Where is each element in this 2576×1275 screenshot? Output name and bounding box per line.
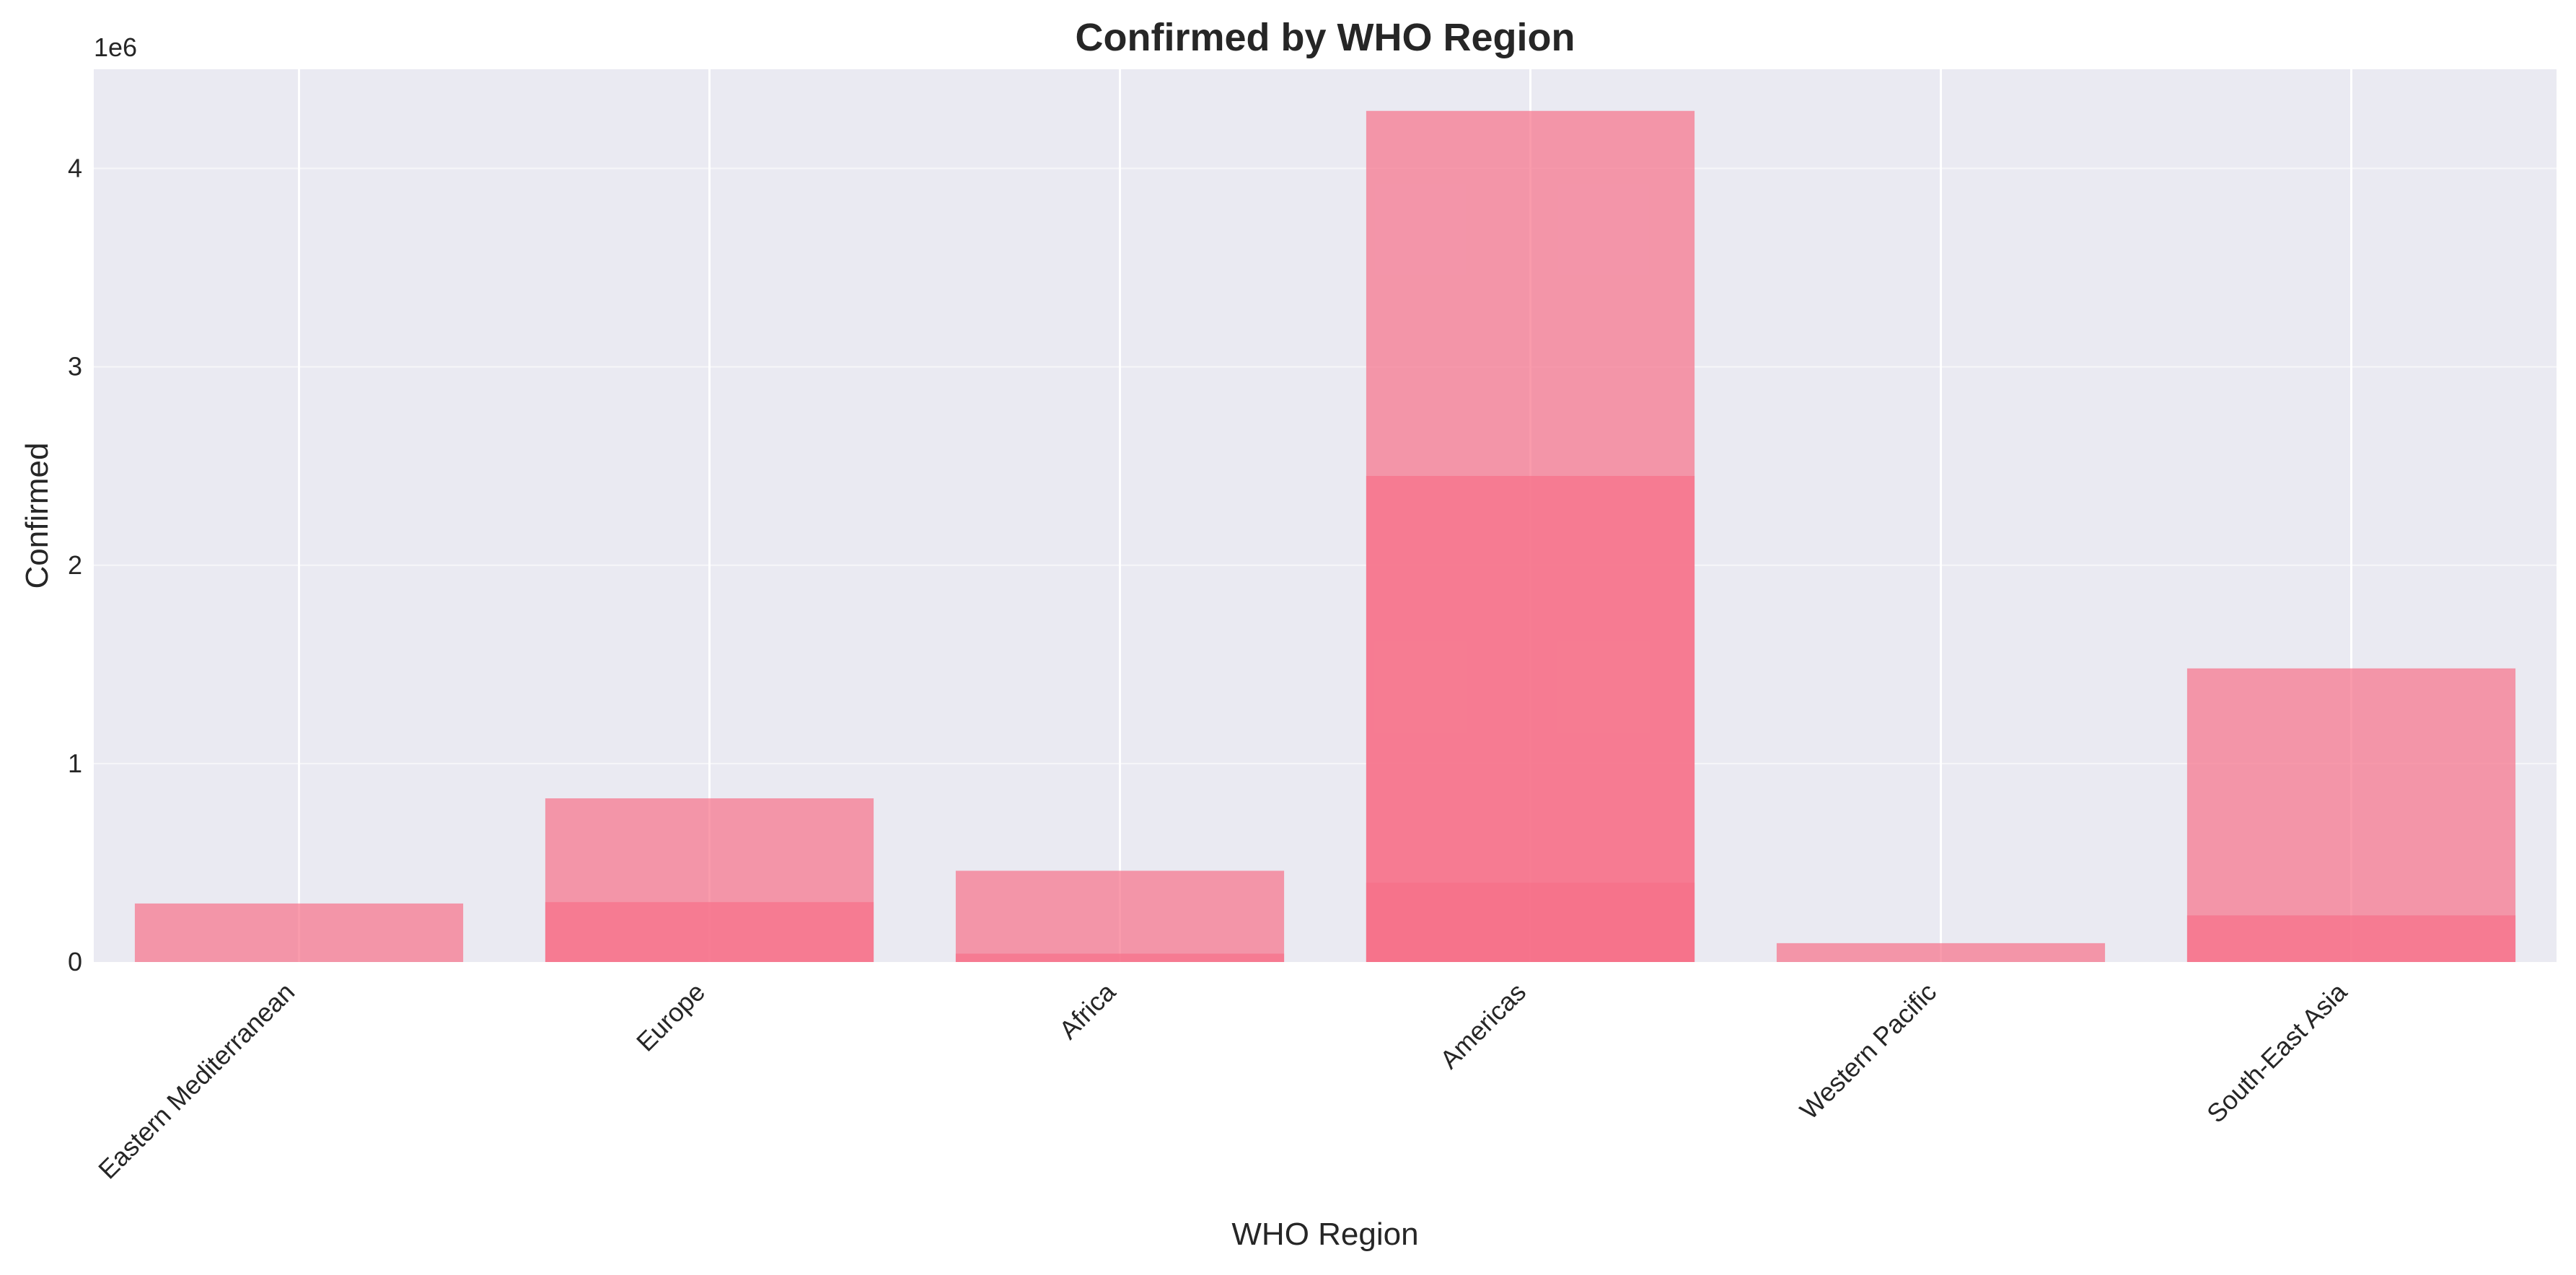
y-tick-label: 4 xyxy=(68,154,82,183)
x-tick-label: Europe xyxy=(630,977,711,1057)
plot-background xyxy=(94,69,2557,962)
y-tick-label: 3 xyxy=(68,352,82,381)
bars xyxy=(134,110,2516,963)
chart-title: Confirmed by WHO Region xyxy=(1076,16,1575,59)
bar xyxy=(545,901,874,962)
bar xyxy=(1366,475,1695,962)
x-tick-labels: Eastern Mediterranean Europe Africa America… xyxy=(92,976,2353,1185)
x-tick-label: Americas xyxy=(1434,977,1531,1075)
y-tick-label: 2 xyxy=(68,550,82,580)
y-axis-offset-label: 1e6 xyxy=(94,32,137,62)
x-tick-label: South-East Asia xyxy=(2201,976,2353,1129)
y-tick-labels: 0 1 2 3 4 xyxy=(68,154,82,976)
bar xyxy=(134,903,464,962)
y-tick-label: 0 xyxy=(68,947,82,976)
bar xyxy=(1366,882,1695,962)
bar xyxy=(2186,668,2516,962)
x-axis-label: WHO Region xyxy=(1231,1217,1418,1252)
bar xyxy=(1776,943,2106,962)
x-tick-label: Western Pacific xyxy=(1794,977,1942,1125)
x-tick-label: Africa xyxy=(1053,976,1122,1045)
y-axis-label: Confirmed xyxy=(19,443,55,589)
y-tick-label: 1 xyxy=(68,749,82,778)
bar xyxy=(955,953,1285,962)
bar xyxy=(2186,915,2516,962)
bar xyxy=(955,870,1285,962)
x-tick-label: Eastern Mediterranean xyxy=(92,977,300,1185)
